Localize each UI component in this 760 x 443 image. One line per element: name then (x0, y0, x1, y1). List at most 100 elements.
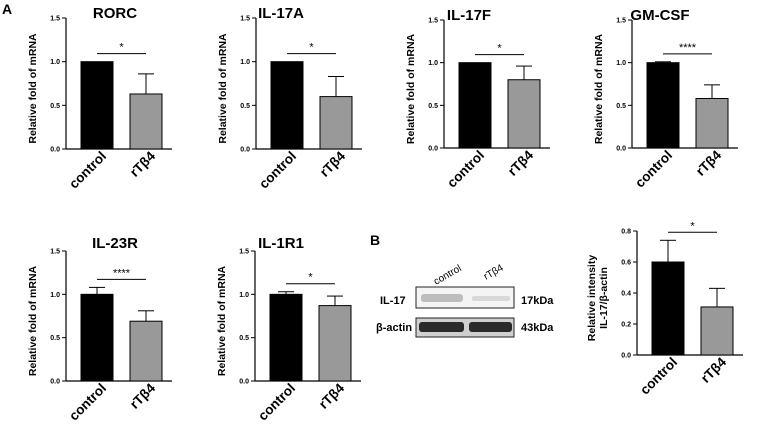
y-tick-label: 0.5 (50, 103, 60, 110)
y-tick-label: 0.5 (50, 335, 60, 342)
bar-rtb4 (129, 93, 163, 150)
y-tick-label: 0.6 (621, 260, 631, 267)
y-tick-label: 1.5 (239, 249, 249, 256)
chart-title: IL-17F (447, 7, 491, 24)
y-tick-label: 0.0 (50, 379, 60, 386)
bar-rtb4 (129, 320, 163, 382)
chart-7: 0.0 0.2 0.4 0.6 0.8 Relative intensityIL-17/β… (586, 220, 743, 397)
chart-title: IL-23R (92, 235, 138, 252)
bar-control (651, 261, 685, 356)
bar-control (269, 293, 303, 382)
y-axis-label: Relative fold of mRNA (216, 265, 228, 376)
y-tick-label: 0.5 (240, 103, 250, 110)
blot-lane-label-rtb4: rTβ4 (482, 262, 506, 282)
y-tick-label: 1.5 (428, 18, 438, 25)
category-label: rTβ4 (316, 380, 348, 412)
significance-marker: **** (113, 267, 131, 279)
category-label: rTβ4 (127, 148, 159, 180)
y-tick-label: 0.0 (621, 353, 631, 360)
chart-4: 0.0 0.5 1.0 1.5 Relative fold of mRNA GM-CSF c… (593, 7, 738, 190)
chart-3: 0.0 0.5 1.0 1.5 Relative fold of mRNA IL-17F c… (405, 7, 550, 190)
bar-rtb4 (700, 306, 734, 356)
chart-1: 0.0 0.5 1.0 1.5 Relative fold of mRNA RORC con… (27, 5, 172, 191)
y-axis-label: Relative fold of mRNA (593, 33, 605, 144)
y-tick-label: 1.0 (428, 60, 438, 67)
category-label: rTβ4 (317, 148, 349, 180)
y-tick-label: 1.5 (50, 249, 60, 256)
y-tick-label: 0.0 (616, 146, 626, 153)
y-tick-label: 1.0 (50, 292, 60, 299)
y-tick-label: 1.5 (50, 16, 60, 23)
y-tick-label: 1.0 (50, 59, 60, 66)
chart-title: GM-CSF (630, 7, 689, 24)
category-label: rTβ4 (505, 147, 537, 179)
charts: 0.0 0.5 1.0 1.5 Relative fold of mRNA RORC con… (27, 5, 743, 423)
category-label: rTβ4 (693, 147, 725, 179)
y-tick-label: 0.0 (240, 147, 250, 154)
blot-protein-label-bactin: β-actin (376, 322, 412, 334)
category-label: control (632, 148, 675, 191)
y-tick-label: 1.5 (616, 18, 626, 25)
category-label: control (66, 149, 109, 192)
bar-control (646, 62, 680, 149)
panel-label-b: B (370, 232, 380, 248)
band-bactin-rtb4 (469, 322, 512, 332)
y-tick-label: 0.0 (428, 146, 438, 153)
category-label: control (255, 381, 298, 424)
y-tick-label: 0.0 (50, 147, 60, 154)
y-tick-label: 0.5 (239, 335, 249, 342)
y-tick-label: 1.0 (240, 59, 250, 66)
western-blot: control rTβ4 IL-17 β-actin 17kDa 43kDa (376, 262, 554, 338)
y-tick-label: 0.5 (616, 103, 626, 110)
y-axis-label: Relative intensityIL-17/β-actin (586, 255, 610, 342)
y-tick-label: 0.5 (428, 103, 438, 110)
y-axis-label: Relative fold of mRNA (405, 33, 417, 144)
category-label: control (637, 355, 680, 398)
category-label: rTβ4 (698, 354, 730, 386)
panel-label-a: A (2, 1, 12, 17)
bar-control (270, 61, 304, 150)
y-tick-label: 1.5 (240, 16, 250, 23)
band-il17-rtb4 (472, 296, 510, 301)
chart-title: RORC (93, 5, 137, 22)
significance-marker: * (690, 220, 695, 232)
chart-2: 0.0 0.5 1.0 1.5 Relative fold of mRNA IL-17A c… (217, 5, 362, 191)
bar-control (458, 62, 492, 149)
blot-strip-bactin (415, 317, 515, 338)
bar-rtb4 (507, 79, 541, 149)
category-label: control (256, 149, 299, 192)
chart-6: 0.0 0.5 1.0 1.5 Relative fold of mRNA IL-1R1 c… (216, 235, 361, 423)
blot-kda-label-17: 17kDa (521, 295, 554, 307)
y-tick-label: 1.0 (239, 292, 249, 299)
y-axis-label: Relative fold of mRNA (27, 265, 39, 376)
significance-marker: * (119, 42, 124, 54)
bar-rtb4 (318, 305, 352, 382)
blot-protein-label-il17: IL-17 (380, 295, 406, 307)
bar-control (80, 293, 114, 382)
chart-title: IL-1R1 (258, 235, 304, 252)
bar-control (80, 61, 114, 150)
y-axis-label: Relative fold of mRNA (27, 33, 39, 144)
y-axis-label: Relative fold of mRNA (217, 33, 229, 144)
significance-marker: * (309, 42, 314, 54)
chart-5: 0.0 0.5 1.0 1.5 Relative fold of mRNA IL-23R c… (27, 235, 172, 423)
bar-rtb4 (319, 96, 353, 150)
category-label: rTβ4 (127, 380, 159, 412)
y-tick-label: 0.4 (621, 291, 631, 298)
y-tick-label: 0.2 (621, 322, 631, 329)
band-il17-control (421, 294, 463, 302)
y-tick-label: 0.8 (621, 229, 631, 236)
bar-rtb4 (695, 98, 729, 149)
significance-marker: * (308, 272, 313, 284)
y-tick-label: 1.0 (616, 60, 626, 67)
band-bactin-control (419, 322, 464, 332)
significance-marker: * (497, 43, 502, 55)
category-label: control (66, 381, 109, 424)
y-tick-label: 0.0 (239, 379, 249, 386)
blot-kda-label-43: 43kDa (521, 322, 554, 334)
category-label: control (444, 148, 487, 191)
chart-title: IL-17A (258, 5, 304, 22)
blot-strip-il17 (415, 286, 515, 309)
blot-lane-label-control: control (432, 263, 463, 288)
